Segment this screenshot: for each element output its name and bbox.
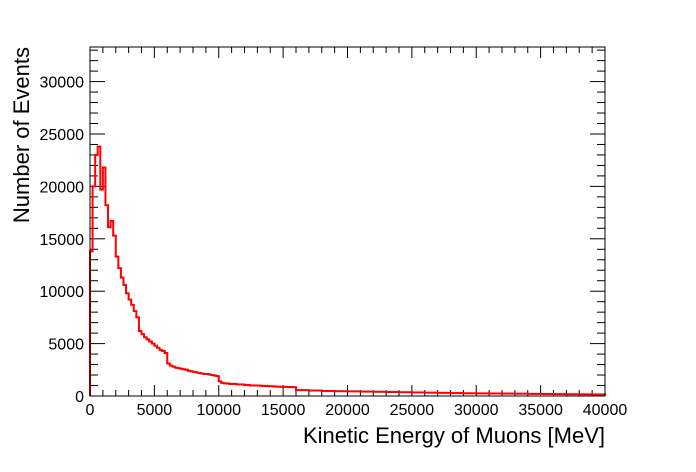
x-tick-label: 20000 [325, 402, 370, 419]
x-tick-label: 25000 [390, 402, 435, 419]
x-tick-label: 10000 [197, 402, 242, 419]
x-tick-labels: 0 5000 10000 15000 20000 25000 30000 35000 40000 [86, 402, 628, 419]
y-tick-label: 20000 [40, 179, 85, 196]
y-tick-label: 10000 [40, 284, 85, 301]
x-tick-label: 35000 [518, 402, 563, 419]
y-tick-label: 5000 [48, 337, 84, 354]
x-axis-title: Kinetic Energy of Muons [MeV] [303, 423, 605, 448]
axis-ticks [89, 47, 606, 397]
x-tick-label: 15000 [261, 402, 306, 419]
y-axis-title: Number of Events [9, 47, 34, 223]
x-tick-label: 40000 [583, 402, 628, 419]
y-tick-label: 30000 [40, 75, 85, 92]
x-tick-label: 0 [86, 402, 95, 419]
x-tick-label: 5000 [137, 402, 173, 419]
y-tick-label: 15000 [40, 232, 85, 249]
x-tick-label: 30000 [454, 402, 499, 419]
y-tick-labels: 0 5000 10000 15000 20000 25000 30000 [40, 75, 85, 406]
plot-frame [89, 46, 606, 397]
y-tick-label: 25000 [40, 127, 85, 144]
y-tick-label: 0 [75, 389, 84, 406]
